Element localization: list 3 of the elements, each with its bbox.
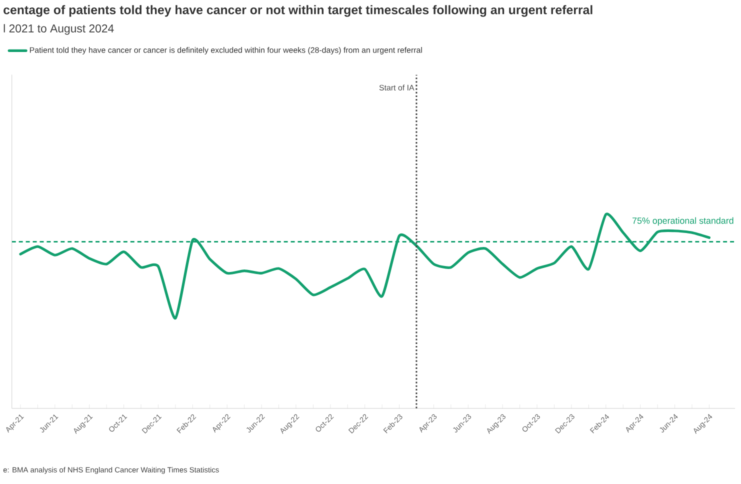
chart-subtitle: l 2021 to August 2024 [4, 24, 114, 35]
ref-line-label: 75% operational standard [632, 217, 734, 226]
chart-title: centage of patients told they have cancer or not within target timescales following an urgent referral [4, 5, 592, 17]
